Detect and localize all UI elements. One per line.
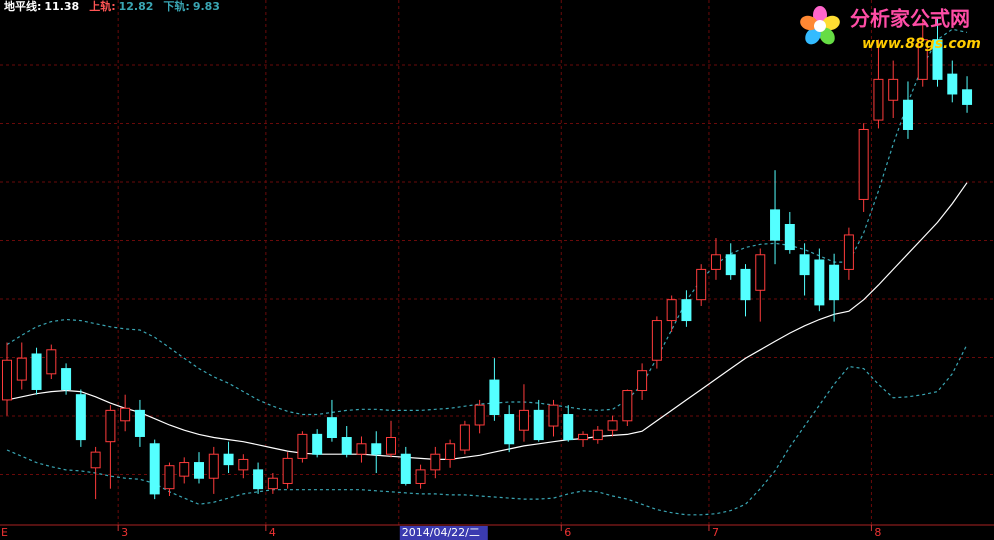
candle-body (164, 465, 175, 490)
candle-body (326, 417, 337, 439)
candle-body (445, 443, 456, 460)
x-tick-label: E (1, 526, 8, 539)
x-tick-label: 2014/04/22/二 (402, 526, 480, 539)
x-tick-label: 4 (269, 526, 276, 539)
candle-body (61, 368, 72, 390)
candle-body (681, 299, 692, 322)
candle-body (415, 469, 426, 484)
candle-body (504, 414, 515, 445)
candle-body (400, 453, 411, 484)
candle-body (282, 457, 293, 484)
indicator-line (6, 344, 968, 516)
candle-body (873, 78, 884, 121)
candle-body (75, 394, 86, 441)
candle-body (386, 437, 397, 455)
candle-body (888, 78, 899, 101)
candle-body (430, 453, 441, 471)
candle-body (223, 453, 234, 466)
candle-body (592, 429, 603, 441)
x-label-highlight (399, 526, 488, 540)
candle-body (179, 462, 190, 477)
candle-body (194, 462, 205, 479)
candle-body (607, 420, 618, 431)
candle-body (533, 409, 544, 441)
legend-name: 下轨: (163, 0, 189, 13)
candle-body (548, 404, 559, 427)
candle-body (784, 223, 795, 251)
x-tick-label: 7 (712, 526, 719, 539)
candle-body (622, 390, 633, 422)
plot-area (2, 18, 973, 516)
candle-body (489, 379, 500, 416)
candle-body (31, 353, 42, 390)
legend-value: 11.38 (44, 0, 79, 13)
candle-body (917, 39, 928, 80)
candle-body (755, 254, 766, 291)
logo-flower (800, 6, 840, 45)
legend-value: 12.82 (119, 0, 154, 13)
candle-body (518, 409, 529, 431)
candle-body (149, 443, 160, 495)
candle-body (459, 424, 470, 451)
candle-body (208, 453, 219, 479)
candle-body (105, 409, 116, 443)
x-tick-label: 6 (564, 526, 571, 539)
candle-body (666, 299, 677, 322)
candle-body (814, 259, 825, 306)
x-axis: E 3 4 2014/04/22/二 6 7 8 (0, 524, 994, 540)
candle-body (637, 370, 648, 392)
watermark-url: www.88gs.com (862, 36, 981, 52)
candle-body (474, 404, 485, 426)
candle-body (902, 99, 913, 130)
candle-body (799, 254, 810, 276)
candle-body (725, 254, 736, 276)
x-tick-label: 8 (874, 526, 881, 539)
candle-body (371, 443, 382, 455)
candle-body (238, 458, 249, 471)
header-legend: 地平线: 11.38 上轨: 12.82 下轨: 9.83 (4, 0, 220, 13)
candle-body (253, 469, 264, 490)
candle-body (651, 320, 662, 361)
grid (0, 0, 994, 525)
candle-body (134, 409, 145, 437)
watermark-logo: 分析家公式网 www.88gs.com (800, 6, 981, 52)
candle-body (696, 268, 707, 301)
watermark-title: 分析家公式网 (850, 7, 970, 31)
x-tick-label: 3 (121, 526, 128, 539)
candle-body (46, 349, 57, 375)
candle-body (578, 433, 589, 441)
candle-body (710, 254, 721, 270)
candle-body (563, 414, 574, 441)
candle-body (2, 359, 12, 401)
candle-body (267, 477, 278, 490)
indicator-line (6, 28, 968, 416)
candle-body (16, 357, 27, 381)
candle-body (858, 128, 869, 200)
candle-body (297, 433, 308, 459)
candle-body (740, 268, 751, 301)
candle-body (947, 73, 958, 95)
candle-body (770, 209, 781, 241)
legend-name: 上轨: (89, 0, 115, 13)
legend-value: 9.83 (193, 0, 220, 13)
candle-body (356, 443, 367, 455)
candle-body (962, 89, 973, 105)
candle-body (341, 437, 352, 455)
candle-body (829, 264, 840, 301)
candle-body (90, 451, 101, 469)
candle-body (843, 234, 854, 270)
candle-body (932, 39, 943, 80)
candle-body (120, 407, 131, 422)
indicator-line (6, 182, 968, 460)
legend-name: 地平线: (4, 0, 41, 13)
candle-body (312, 433, 323, 455)
